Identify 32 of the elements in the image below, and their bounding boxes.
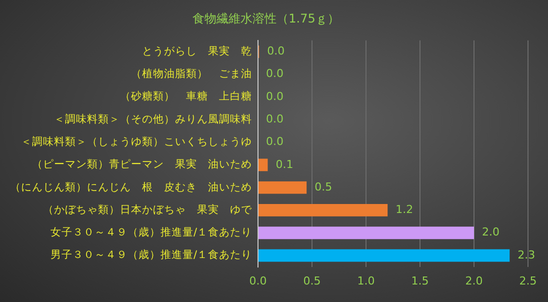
- data-label: 0.1: [276, 158, 294, 171]
- y-tick-label: 女子３０～４９（歳）推進量/１食あたり: [50, 226, 252, 239]
- data-label: 0.0: [267, 44, 285, 58]
- data-label: 2.3: [518, 248, 536, 262]
- y-tick-label: ＜調味料類＞（その他）みりん風調味料: [54, 112, 252, 126]
- x-tick-label: 2.0: [465, 274, 483, 288]
- x-tick-label: 0.5: [303, 274, 321, 288]
- bar: [258, 249, 510, 262]
- x-tick-label: 2.5: [519, 274, 537, 288]
- bar: [258, 158, 268, 172]
- data-label: 0.0: [266, 90, 284, 103]
- bar: [258, 181, 307, 194]
- y-tick-label: 男子３０～４９（歳）推進量/１食あたり: [50, 248, 252, 262]
- y-tick-label: （ピーマン類）青ピーマン 果実 油いため: [32, 158, 252, 171]
- data-label: 1.2: [396, 203, 414, 216]
- data-label: 0.0: [266, 112, 284, 126]
- x-tick-label: 1.5: [411, 274, 429, 288]
- data-label: 0.0: [266, 67, 284, 80]
- y-tick-label: （かぼちゃ類）日本かぼちゃ 果実 ゆで: [43, 202, 253, 216]
- chart-title: 食物繊維水溶性（1.75ｇ）: [192, 11, 340, 26]
- x-tick-label: 1.0: [357, 274, 375, 288]
- y-tick-label: ＜調味料類＞（しょうゆ類）こいくちしょうゆ: [21, 135, 252, 148]
- data-label: 0.5: [314, 180, 332, 194]
- y-tick-label: （にんじん類）にんじん 根 皮むき 油いため: [10, 180, 252, 194]
- bar: [258, 226, 474, 240]
- y-tick-label: （砂糖類） 車糖 上白糖: [120, 90, 252, 103]
- y-tick-label: （植物油脂類） ごま油: [131, 67, 252, 80]
- y-tick-label: とうがらし 果実 乾: [142, 44, 252, 58]
- bar: [258, 204, 388, 216]
- x-tick-label: 0.0: [249, 274, 267, 288]
- data-label: 0.0: [266, 135, 284, 148]
- data-label: 2.0: [482, 226, 500, 239]
